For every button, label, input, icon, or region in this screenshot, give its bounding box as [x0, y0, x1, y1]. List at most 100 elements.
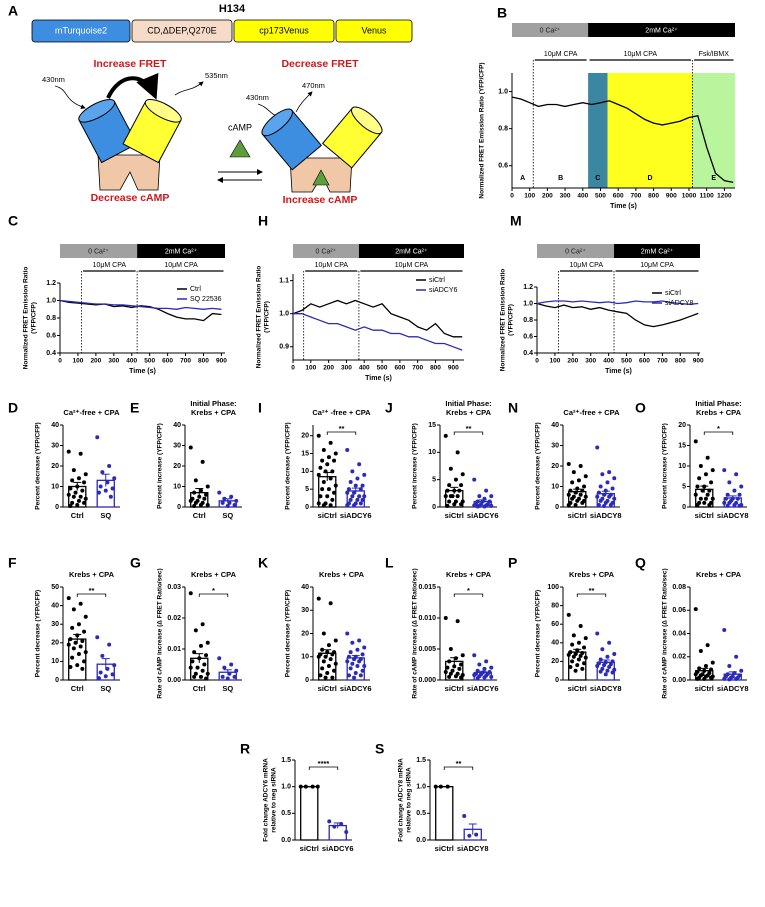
data-point: [303, 784, 308, 789]
y-tick-label: 20: [301, 630, 309, 637]
treatment-label: Fsk/IBMX: [699, 51, 730, 58]
data-point: [580, 666, 585, 671]
panel: D Ca²⁺-free + CPA Percent decrease (YFP/CF…: [8, 400, 120, 520]
data-point: [68, 503, 73, 508]
x-tick-label: siCtrl: [568, 684, 587, 693]
data-point: [452, 488, 457, 493]
y-tick-label: 1.5: [281, 757, 291, 764]
data-point: [571, 470, 576, 475]
data-point: [344, 830, 349, 834]
panel-label: M: [510, 213, 522, 229]
data-point: [318, 673, 323, 678]
data-point: [353, 483, 358, 488]
binding-domain: [97, 154, 161, 191]
data-point: [75, 484, 80, 489]
bar: [435, 786, 454, 841]
data-point: [355, 647, 360, 652]
y-tick-label: 30: [301, 607, 309, 614]
data-point: [602, 503, 607, 508]
data-point: [570, 496, 575, 501]
panel-title: Krebs + CPA: [191, 570, 237, 579]
y-tick-label: 0.5: [416, 810, 426, 817]
data-point: [350, 469, 355, 474]
data-point: [482, 675, 487, 680]
data-point: [462, 814, 467, 818]
data-point: [222, 665, 227, 670]
y-tick-label: 0: [55, 677, 59, 684]
x-tick-label: SQ: [222, 684, 233, 693]
data-point: [455, 494, 460, 499]
data-point: [360, 652, 365, 657]
y-axis-label: Percent increase (YFP/CFP): [157, 423, 164, 509]
data-point: [443, 494, 448, 499]
x-tick-label: siADCY6: [467, 511, 499, 520]
data-point: [352, 503, 357, 508]
data-point: [352, 657, 357, 662]
data-point: [709, 480, 714, 485]
y-tick-label: 20: [173, 463, 181, 470]
bar: [300, 786, 319, 841]
x-tick-label: siCtrl: [318, 511, 337, 520]
data-point: [358, 501, 363, 506]
data-point: [73, 490, 78, 495]
panel: B A B C D E 0 Ca²⁺ 2mM Ca²⁺ 10μM CPA 10μM CPA Fsk/…: [479, 5, 735, 210]
data-point: [76, 622, 81, 627]
phase-region: [512, 73, 534, 188]
x-tick-label: siADCY8: [457, 844, 489, 853]
data-point: [583, 655, 588, 660]
data-point: [66, 492, 71, 497]
domain-box: [31, 19, 131, 43]
data-point: [350, 640, 355, 645]
data-point: [75, 633, 80, 638]
data-point: [453, 656, 458, 661]
data-point: [693, 439, 698, 444]
data-point: [722, 676, 727, 681]
data-point: [192, 490, 197, 495]
data-point: [700, 488, 705, 493]
data-point: [457, 488, 462, 493]
domain-label: mTurquoise2: [55, 25, 107, 35]
data-point: [580, 500, 585, 505]
data-point: [583, 494, 588, 499]
data-point: [438, 784, 443, 789]
x-tick-label: 700: [657, 358, 668, 365]
x-tick-label: 0: [510, 193, 514, 200]
data-point: [222, 496, 227, 501]
y-axis-label: Normalized FRET Emission Ratio: [23, 267, 30, 370]
data-point: [710, 468, 715, 473]
data-point: [484, 659, 489, 664]
data-point: [459, 662, 464, 667]
y-tick-label: 60: [551, 621, 559, 628]
wavelength: 430nm: [246, 93, 269, 102]
data-point: [328, 657, 333, 662]
data-point: [73, 640, 78, 645]
y-axis-label: relative to neg siRNA: [271, 767, 278, 833]
y-tick-label: 0: [177, 504, 181, 511]
phase-label: D: [648, 175, 653, 182]
data-point: [316, 433, 321, 438]
data-point: [323, 654, 328, 659]
y-tick-label: 0.04: [672, 630, 686, 637]
data-point: [475, 676, 480, 681]
y-tick-label: 0: [555, 677, 559, 684]
data-point: [707, 488, 712, 493]
data-point: [330, 652, 335, 657]
data-point: [575, 486, 580, 491]
data-point: [433, 784, 438, 789]
data-point: [358, 487, 363, 492]
data-point: [352, 675, 357, 680]
sensor-title: H134: [219, 3, 246, 15]
data-point: [739, 484, 744, 489]
data-point: [598, 484, 603, 489]
data-point: [198, 674, 203, 679]
data-point: [722, 468, 727, 473]
data-point: [98, 670, 103, 675]
data-point: [702, 484, 707, 489]
data-point: [321, 659, 326, 664]
y-axis-label: Percent increase (YFP/CFP): [662, 423, 669, 509]
data-point: [489, 665, 494, 670]
phase-label: B: [558, 175, 563, 182]
data-point: [472, 673, 477, 678]
data-point: [732, 488, 737, 493]
data-point: [443, 669, 448, 674]
